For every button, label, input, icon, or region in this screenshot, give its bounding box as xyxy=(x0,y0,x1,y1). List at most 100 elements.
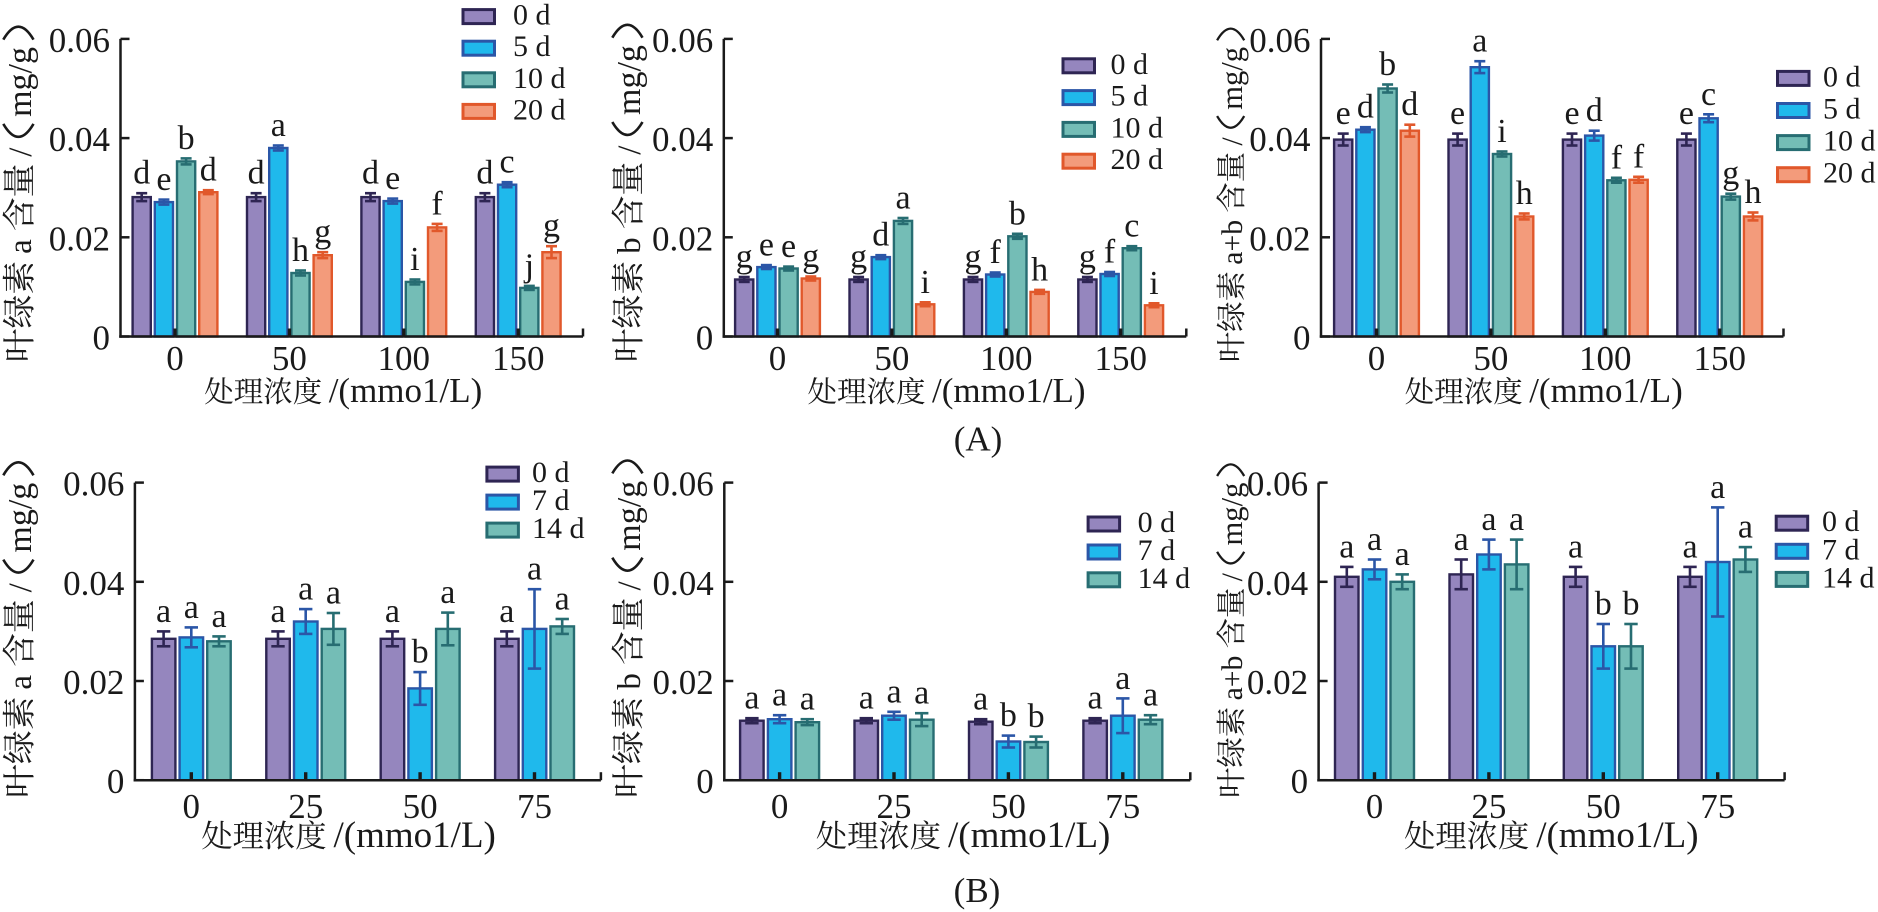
svg-text:d: d xyxy=(1586,92,1603,129)
svg-text:a: a xyxy=(1568,528,1583,565)
svg-text:50: 50 xyxy=(874,339,909,378)
svg-text:e: e xyxy=(156,161,171,198)
svg-text:b: b xyxy=(612,237,648,254)
svg-text:75: 75 xyxy=(1700,787,1735,826)
svg-text:e: e xyxy=(781,228,796,265)
svg-text:h: h xyxy=(1516,175,1533,212)
svg-text:d: d xyxy=(1401,86,1418,123)
svg-text:h: h xyxy=(292,232,309,269)
svg-text:e: e xyxy=(759,227,774,264)
svg-text:f: f xyxy=(1104,234,1116,271)
svg-text:/(mmo1/L): /(mmo1/L) xyxy=(334,815,496,856)
svg-text:14 d: 14 d xyxy=(1822,561,1875,594)
svg-text:d: d xyxy=(200,152,217,189)
svg-text:5 d: 5 d xyxy=(513,30,551,63)
svg-text:a: a xyxy=(859,680,874,717)
svg-text:7 d: 7 d xyxy=(1822,533,1860,566)
svg-text:0.04: 0.04 xyxy=(63,564,124,603)
svg-text:a: a xyxy=(1509,501,1524,538)
svg-text:a: a xyxy=(555,581,570,618)
svg-text:75: 75 xyxy=(517,787,552,826)
svg-text:20 d: 20 d xyxy=(513,93,566,126)
svg-text:i: i xyxy=(1497,113,1506,150)
svg-text:a: a xyxy=(772,677,787,714)
svg-text:a: a xyxy=(1395,536,1410,573)
svg-text:0.02: 0.02 xyxy=(653,663,714,702)
svg-text:a: a xyxy=(156,593,171,630)
svg-text:h: h xyxy=(1745,174,1762,211)
svg-text:0.06: 0.06 xyxy=(1249,21,1310,60)
svg-text:c: c xyxy=(1701,76,1716,113)
svg-text:0: 0 xyxy=(696,762,714,801)
svg-text:e: e xyxy=(1679,95,1694,132)
svg-text:g: g xyxy=(1722,155,1739,192)
svg-text:b: b xyxy=(612,673,648,690)
svg-text:h: h xyxy=(1031,251,1048,288)
svg-text:0: 0 xyxy=(1293,319,1311,358)
svg-text:10 d: 10 d xyxy=(1111,111,1164,144)
svg-text:a: a xyxy=(1481,501,1496,538)
svg-text:20 d: 20 d xyxy=(1823,157,1876,190)
svg-text:/: / xyxy=(1217,137,1249,146)
svg-text:0: 0 xyxy=(107,762,125,801)
svg-text:0 d: 0 d xyxy=(1823,60,1861,93)
svg-text:d: d xyxy=(248,155,265,192)
svg-text:50: 50 xyxy=(1586,787,1621,826)
svg-text:0: 0 xyxy=(1366,787,1384,826)
svg-text:10 d: 10 d xyxy=(1823,125,1876,158)
svg-text:a: a xyxy=(1710,469,1725,506)
svg-text:a: a xyxy=(1339,528,1354,565)
svg-text:100: 100 xyxy=(980,339,1033,378)
svg-text:0.04: 0.04 xyxy=(49,120,110,159)
svg-text:a: a xyxy=(973,681,988,718)
svg-text:b: b xyxy=(1623,586,1640,623)
svg-text:mg/g: mg/g xyxy=(611,45,648,115)
svg-text:0 d: 0 d xyxy=(1111,48,1149,81)
svg-text:/: / xyxy=(612,581,648,591)
svg-text:i: i xyxy=(920,264,929,301)
svg-text:0.06: 0.06 xyxy=(63,465,124,504)
svg-text:a: a xyxy=(298,571,313,608)
svg-text:0: 0 xyxy=(183,787,201,826)
svg-text:d: d xyxy=(133,155,150,192)
svg-text:a: a xyxy=(499,593,514,630)
svg-text:/(mmo1/L): /(mmo1/L) xyxy=(329,371,483,410)
svg-text:a+b: a+b xyxy=(1217,656,1249,701)
svg-text:0: 0 xyxy=(696,319,714,358)
svg-text:a: a xyxy=(800,681,815,718)
svg-text:0: 0 xyxy=(771,787,789,826)
svg-text:d: d xyxy=(1357,89,1374,126)
svg-text:a: a xyxy=(895,180,910,217)
svg-text:0.04: 0.04 xyxy=(653,564,714,603)
svg-text:mg/g: mg/g xyxy=(1215,47,1249,110)
svg-text:f: f xyxy=(431,185,443,222)
svg-text:a: a xyxy=(527,551,542,588)
svg-text:d: d xyxy=(362,155,379,192)
svg-text:75: 75 xyxy=(1105,787,1140,826)
svg-text:a: a xyxy=(744,680,759,717)
svg-text:mg/g: mg/g xyxy=(611,481,648,551)
svg-text:0: 0 xyxy=(769,339,787,378)
svg-text:0.02: 0.02 xyxy=(652,219,713,258)
svg-text:a: a xyxy=(1682,528,1697,565)
svg-text:100: 100 xyxy=(378,339,431,378)
svg-text:50: 50 xyxy=(1473,339,1508,378)
svg-text:/: / xyxy=(1217,572,1249,581)
svg-text:b: b xyxy=(1000,697,1017,734)
svg-text:g: g xyxy=(736,239,753,276)
svg-text:b: b xyxy=(1028,698,1045,735)
svg-text:a: a xyxy=(271,107,286,144)
svg-text:a: a xyxy=(211,598,226,635)
svg-text:7 d: 7 d xyxy=(1138,534,1176,567)
svg-text:/(mmo1/L): /(mmo1/L) xyxy=(932,371,1086,410)
svg-text:a: a xyxy=(1367,521,1382,558)
svg-text:0 d: 0 d xyxy=(532,456,570,489)
svg-text:a: a xyxy=(440,574,455,611)
svg-text:14 d: 14 d xyxy=(1138,562,1191,595)
svg-text:150: 150 xyxy=(492,339,545,378)
svg-text:/: / xyxy=(612,145,648,155)
svg-text:0: 0 xyxy=(93,319,111,358)
svg-text:f: f xyxy=(1611,139,1623,176)
svg-text:a: a xyxy=(326,575,341,612)
svg-text:20 d: 20 d xyxy=(1111,143,1164,176)
